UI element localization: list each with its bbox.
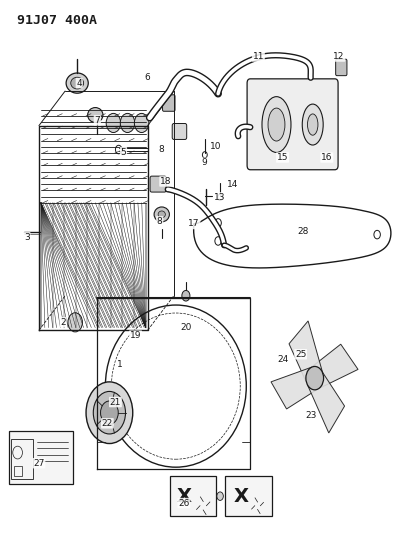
Circle shape	[116, 146, 122, 154]
Text: 22: 22	[102, 419, 113, 428]
Polygon shape	[271, 367, 318, 409]
Ellipse shape	[88, 108, 103, 123]
Text: 20: 20	[180, 323, 191, 332]
Circle shape	[101, 401, 118, 424]
Ellipse shape	[158, 211, 165, 218]
Polygon shape	[289, 321, 323, 383]
Circle shape	[374, 230, 380, 239]
Ellipse shape	[66, 73, 88, 93]
Text: 5: 5	[121, 148, 126, 157]
Text: 23: 23	[305, 411, 316, 420]
Polygon shape	[307, 372, 345, 433]
Text: 1: 1	[117, 360, 122, 369]
Circle shape	[86, 382, 133, 443]
Text: 7: 7	[95, 116, 100, 125]
FancyBboxPatch shape	[247, 79, 338, 169]
Circle shape	[135, 114, 149, 133]
FancyBboxPatch shape	[172, 124, 187, 140]
Text: 13: 13	[215, 193, 226, 202]
Polygon shape	[311, 344, 358, 389]
Text: 12: 12	[333, 52, 345, 61]
FancyBboxPatch shape	[9, 431, 73, 484]
Text: 10: 10	[210, 142, 222, 151]
FancyBboxPatch shape	[162, 95, 175, 111]
Text: 26: 26	[178, 498, 189, 507]
Ellipse shape	[262, 96, 291, 152]
Text: 25: 25	[295, 350, 306, 359]
Text: 3: 3	[24, 233, 30, 242]
Text: 11: 11	[252, 52, 264, 61]
Circle shape	[218, 194, 223, 200]
Circle shape	[217, 492, 223, 500]
Text: 6: 6	[145, 73, 151, 82]
Circle shape	[202, 152, 207, 158]
Text: 17: 17	[188, 220, 200, 229]
Text: 21: 21	[110, 398, 121, 407]
Text: 19: 19	[130, 331, 141, 340]
Circle shape	[182, 290, 190, 301]
Circle shape	[106, 114, 121, 133]
Circle shape	[68, 313, 82, 332]
Circle shape	[306, 367, 324, 390]
Ellipse shape	[302, 104, 323, 145]
Text: 2: 2	[60, 318, 66, 327]
Text: 9: 9	[201, 158, 207, 167]
Text: 16: 16	[321, 153, 332, 162]
Ellipse shape	[71, 77, 84, 89]
Text: 27: 27	[33, 459, 44, 467]
Text: 28: 28	[297, 228, 308, 237]
Circle shape	[215, 237, 221, 245]
Circle shape	[120, 114, 135, 133]
Text: 91J07 400A: 91J07 400A	[17, 14, 97, 27]
Text: 8: 8	[159, 145, 164, 154]
Text: 15: 15	[277, 153, 288, 162]
Ellipse shape	[307, 114, 318, 135]
Ellipse shape	[154, 207, 169, 222]
Text: X: X	[177, 487, 191, 506]
FancyBboxPatch shape	[336, 59, 347, 76]
FancyBboxPatch shape	[150, 176, 166, 192]
Text: 4: 4	[76, 78, 82, 87]
Bar	[225, 477, 271, 516]
Circle shape	[215, 219, 221, 227]
Ellipse shape	[268, 108, 285, 141]
Text: X: X	[234, 487, 249, 506]
Text: 8: 8	[157, 217, 162, 226]
Bar	[170, 477, 216, 516]
Text: 18: 18	[160, 177, 172, 186]
Circle shape	[93, 391, 126, 434]
Text: 24: 24	[277, 355, 288, 364]
Text: 14: 14	[227, 180, 238, 189]
